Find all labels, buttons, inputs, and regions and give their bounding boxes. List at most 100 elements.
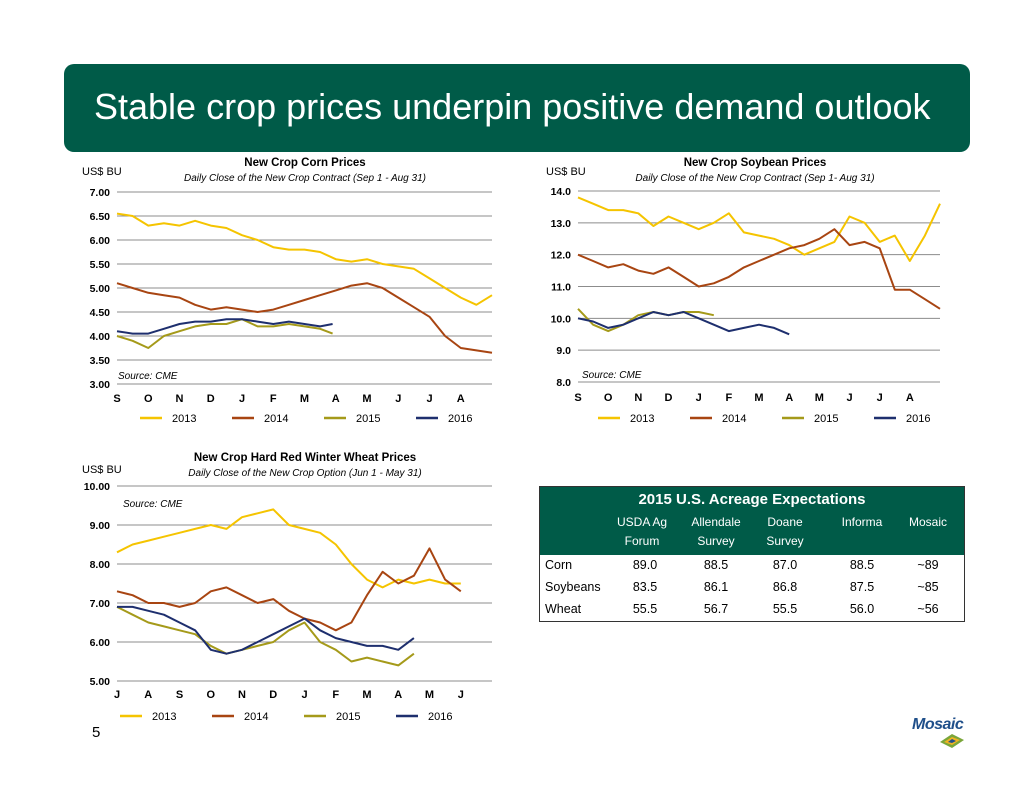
y-tick-label: 8.00 <box>90 559 111 571</box>
x-tick-label: D <box>269 689 277 701</box>
logo-mark-icon <box>940 734 964 748</box>
table-row: Corn 89.0 88.5 87.0 88.5 ~89 <box>540 555 964 577</box>
series-line-2013 <box>116 212 493 306</box>
chart-source: Source: CME <box>118 371 178 382</box>
x-tick-label: M <box>754 392 763 404</box>
legend-label-2013: 2013 <box>630 413 654 425</box>
soybean-price-chart: New Crop Soybean Prices Daily Close of th… <box>546 157 941 425</box>
x-tick-label: M <box>815 392 824 404</box>
header-informa: Informa <box>822 513 902 532</box>
table-cell: 88.5 <box>703 558 729 572</box>
series-line-2015 <box>116 318 333 349</box>
header-allendale-l2: Survey <box>697 534 735 548</box>
crop-name: Corn <box>545 558 573 572</box>
table-row: Soybeans 83.5 86.1 86.8 87.5 ~85 <box>540 577 964 599</box>
series-line-2014 <box>116 282 493 354</box>
x-tick-label: S <box>176 689 183 701</box>
x-tick-label: F <box>270 393 277 405</box>
acreage-table: 2015 U.S. Acreage Expectations USDA Ag F… <box>539 486 965 622</box>
table-row: Wheat 55.5 56.7 55.5 56.0 ~56 <box>540 599 964 621</box>
header-doane-l1: Doane <box>767 515 803 529</box>
y-tick-label: 12.0 <box>551 250 572 262</box>
chart-title: New Crop Soybean Prices <box>684 157 827 169</box>
y-tick-label: 3.50 <box>90 355 111 367</box>
table-cell: 86.1 <box>703 580 729 594</box>
chart-subtitle: Daily Close of the New Crop Option (Jun … <box>188 468 421 479</box>
y-tick-label: 6.50 <box>90 211 111 223</box>
x-tick-label: N <box>238 689 246 701</box>
chart-title: New Crop Hard Red Winter Wheat Prices <box>194 452 416 464</box>
chart-title: New Crop Corn Prices <box>244 157 365 169</box>
corn-price-chart: New Crop Corn Prices Daily Close of the N… <box>82 157 493 425</box>
header-informa-l2: Informa <box>841 515 883 529</box>
x-tick-label: J <box>395 393 401 405</box>
acreage-table-title: 2015 U.S. Acreage Expectations <box>638 491 866 508</box>
x-tick-label: O <box>144 393 153 405</box>
x-tick-label: J <box>458 689 464 701</box>
x-tick-label: A <box>332 393 340 405</box>
y-tick-label: 5.50 <box>90 259 111 271</box>
header-usda-l2: Forum <box>624 534 660 548</box>
header-doane-l2: Survey <box>766 534 804 548</box>
x-tick-label: A <box>457 393 465 405</box>
table-cell: 88.5 <box>849 558 875 572</box>
x-tick-label: A <box>144 689 152 701</box>
x-tick-label: J <box>696 392 702 404</box>
x-tick-label: D <box>207 393 215 405</box>
chart-subtitle: Daily Close of the New Crop Contract (Se… <box>184 173 426 184</box>
legend-label-2014: 2014 <box>722 413 746 425</box>
mosaic-logo: Mosaic <box>912 712 982 748</box>
table-cell: 89.0 <box>632 558 658 572</box>
y-axis-label: US$ BU <box>82 464 122 476</box>
series-line-2016 <box>116 318 333 335</box>
y-tick-label: 11.0 <box>551 282 571 294</box>
x-tick-label: J <box>426 393 432 405</box>
y-tick-label: 13.0 <box>551 218 572 230</box>
x-tick-label: J <box>114 689 120 701</box>
page-title: Stable crop prices underpin positive dem… <box>94 86 931 127</box>
x-tick-label: M <box>300 393 309 405</box>
x-tick-label: J <box>301 689 307 701</box>
series-line-2014 <box>116 547 462 632</box>
table-cell: 87.5 <box>849 580 875 594</box>
table-cell: 55.5 <box>632 602 658 616</box>
header-usda-l1: USDA Ag <box>616 515 668 529</box>
wheat-price-chart: New Crop Hard Red Winter Wheat Prices Dai… <box>82 452 492 723</box>
x-tick-label: N <box>176 393 184 405</box>
x-tick-label: A <box>785 392 793 404</box>
acreage-table-header: 2015 U.S. Acreage Expectations USDA Ag F… <box>540 487 964 555</box>
y-tick-label: 6.00 <box>90 235 111 247</box>
y-tick-label: 4.00 <box>90 331 111 343</box>
page-number: 5 <box>92 724 101 741</box>
y-tick-label: 5.00 <box>90 283 111 295</box>
legend-label-2015: 2015 <box>356 413 380 425</box>
y-axis-label: US$ BU <box>82 166 122 178</box>
series-line-2016 <box>117 605 415 655</box>
series-line-2015 <box>116 606 415 667</box>
y-tick-label: 6.00 <box>90 637 111 649</box>
x-tick-label: M <box>425 689 434 701</box>
legend-label-2015: 2015 <box>814 413 838 425</box>
x-tick-label: O <box>604 392 613 404</box>
table-cell: 56.7 <box>703 602 729 616</box>
table-cell: 86.8 <box>772 580 798 594</box>
y-tick-label: 3.00 <box>90 379 111 391</box>
x-tick-label: O <box>206 689 215 701</box>
x-tick-label: A <box>906 392 914 404</box>
legend-label-2015: 2015 <box>336 711 360 723</box>
y-tick-label: 5.00 <box>90 676 111 688</box>
legend-label-2013: 2013 <box>172 413 196 425</box>
x-tick-label: F <box>332 689 339 701</box>
x-tick-label: J <box>239 393 245 405</box>
legend-label-2014: 2014 <box>264 413 288 425</box>
series-line-2013 <box>116 508 461 589</box>
y-tick-label: 7.00 <box>90 598 111 610</box>
legend-label-2014: 2014 <box>244 711 268 723</box>
x-tick-label: M <box>362 689 371 701</box>
crop-name: Wheat <box>545 602 582 616</box>
table-cell: 83.5 <box>632 580 658 594</box>
y-tick-label: 10.00 <box>84 481 110 493</box>
table-cell: ~56 <box>917 602 939 616</box>
y-tick-label: 10.0 <box>551 313 572 325</box>
header-allendale-l1: Allendale <box>691 515 741 529</box>
